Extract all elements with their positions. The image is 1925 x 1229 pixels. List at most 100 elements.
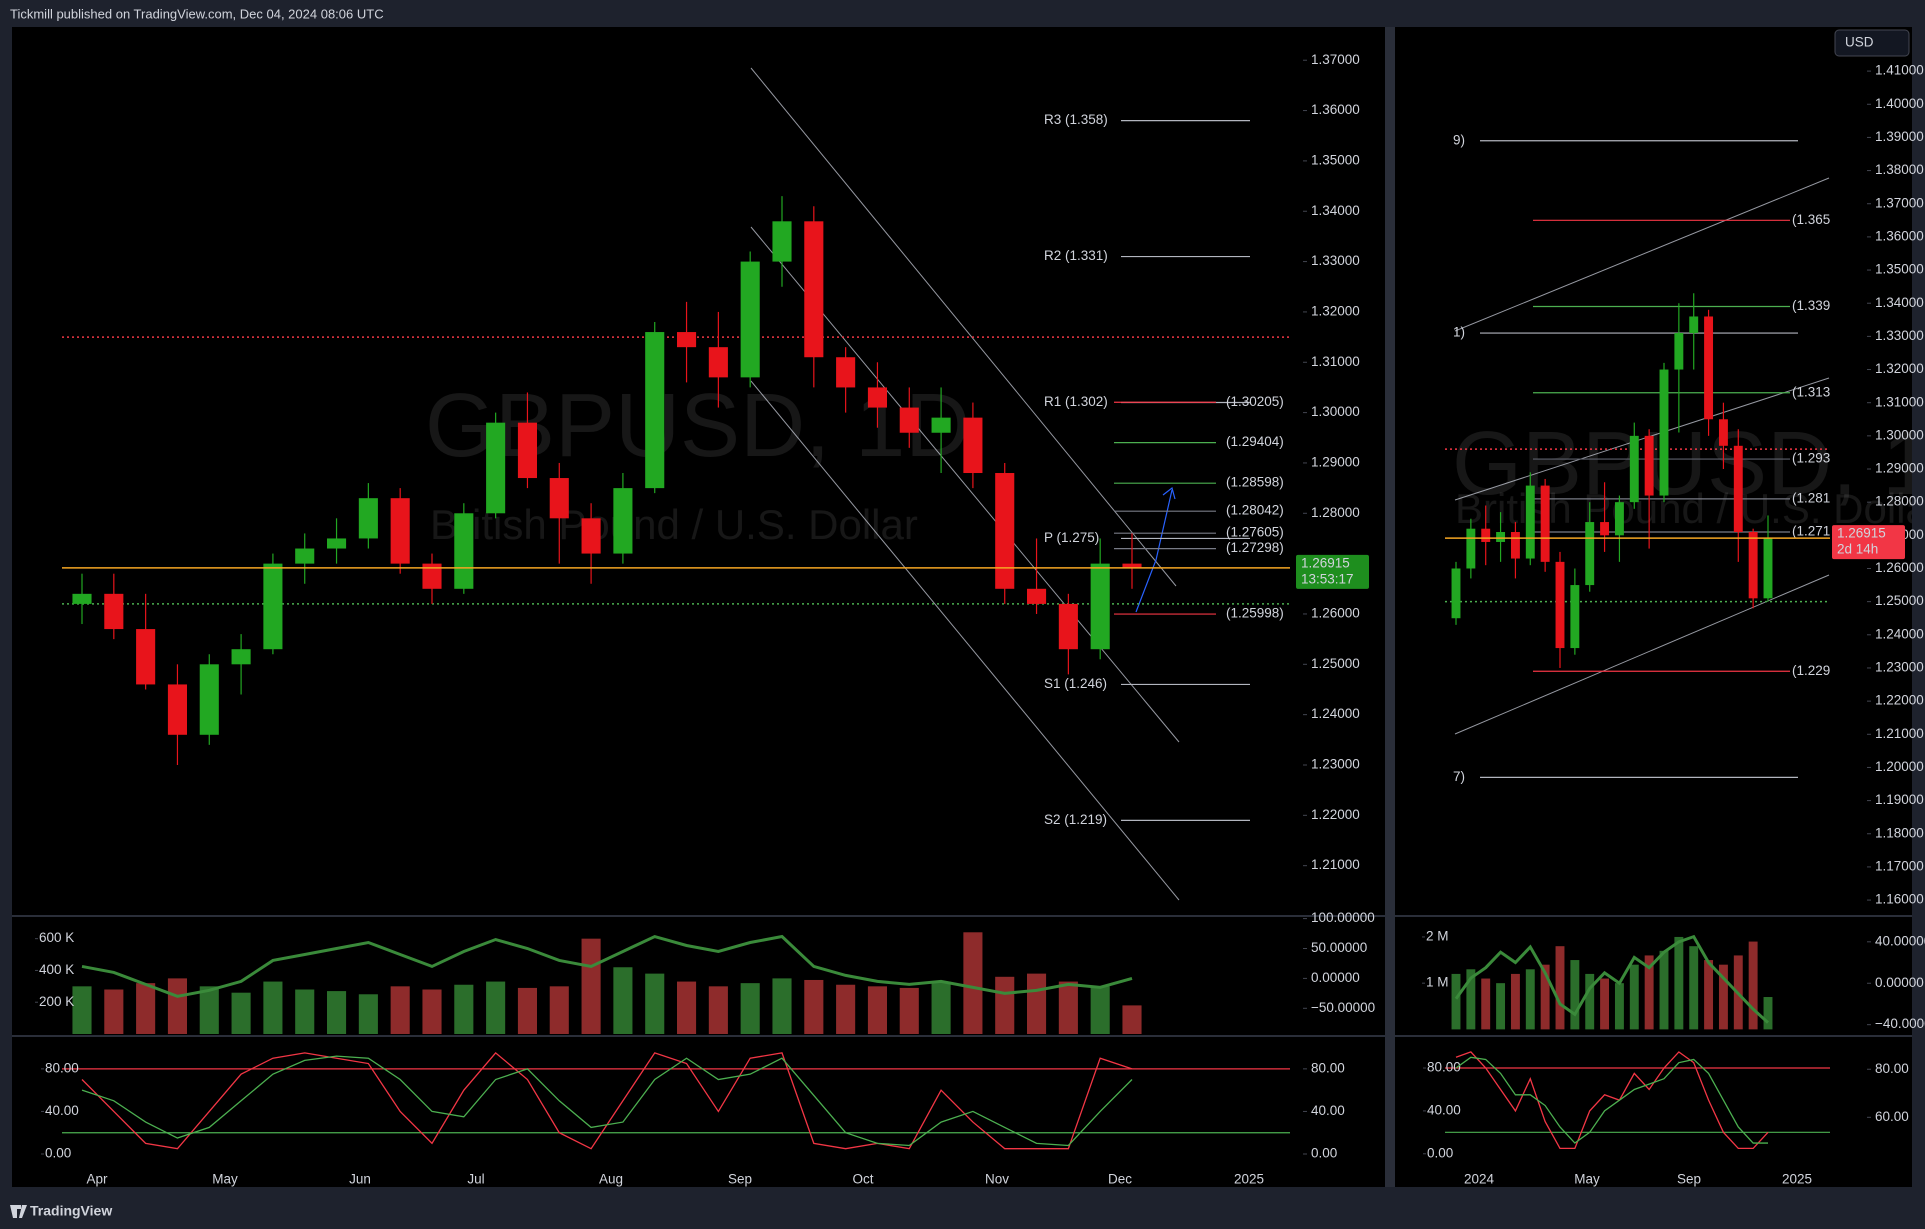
x-tick-label: Sep bbox=[1677, 1172, 1701, 1187]
volume-bar bbox=[1481, 978, 1491, 1030]
oscillator-tick-label: −40.00000 bbox=[1875, 1016, 1925, 1031]
volume-bar bbox=[199, 986, 219, 1034]
candle-body bbox=[1629, 435, 1639, 503]
candle-body bbox=[422, 563, 442, 589]
volume-tick-label: 1 M bbox=[1426, 975, 1449, 990]
x-tick-label: Sep bbox=[728, 1172, 752, 1187]
y-tick-label: 1.41000 bbox=[1875, 63, 1924, 78]
level-label: (1.27605) bbox=[1226, 525, 1284, 540]
candle-body bbox=[549, 478, 569, 519]
candle-body bbox=[740, 261, 760, 378]
volume-bar bbox=[1540, 964, 1550, 1030]
y-tick-label: 1.25000 bbox=[1875, 593, 1924, 608]
level-label: 9) bbox=[1453, 132, 1465, 147]
candle-body bbox=[517, 422, 537, 479]
volume-bar bbox=[454, 984, 474, 1034]
y-tick-label: 1.21000 bbox=[1311, 857, 1360, 872]
level-label: (1.365 bbox=[1792, 212, 1830, 227]
candle-body bbox=[1704, 316, 1714, 420]
volume-bar bbox=[1600, 978, 1610, 1030]
y-tick-label: 1.37000 bbox=[1875, 195, 1924, 210]
candle-body bbox=[867, 387, 887, 408]
oscillator-tick-label: 40.00000 bbox=[1875, 933, 1925, 948]
y-tick-label: 1.22000 bbox=[1311, 807, 1360, 822]
level-label: 1) bbox=[1453, 325, 1465, 340]
volume-bar bbox=[231, 992, 251, 1034]
volume-bar bbox=[167, 978, 187, 1034]
volume-bar bbox=[1451, 973, 1461, 1030]
price-countdown: 2d 14h bbox=[1837, 542, 1878, 557]
volume-bar bbox=[1748, 941, 1758, 1030]
candle-body bbox=[263, 563, 283, 650]
volume-bar bbox=[1659, 950, 1669, 1030]
candle-body bbox=[199, 664, 219, 735]
stoch-tick-label: 80.00 bbox=[1311, 1060, 1345, 1075]
volume-bar bbox=[1718, 964, 1728, 1030]
volume-tick-label: 2 M bbox=[1426, 929, 1449, 944]
y-tick-label: 1.37000 bbox=[1311, 52, 1360, 67]
channel-line bbox=[750, 67, 1177, 587]
stoch-tick-label: 80.00 bbox=[1427, 1060, 1461, 1075]
level-label: (1.27298) bbox=[1226, 540, 1284, 555]
y-tick-label: 1.33000 bbox=[1875, 328, 1924, 343]
level-label: (1.313 bbox=[1792, 384, 1830, 399]
x-tick-label: 2024 bbox=[1464, 1172, 1495, 1187]
candle-body bbox=[486, 422, 506, 514]
y-tick-label: 1.25000 bbox=[1311, 656, 1360, 671]
candle-body bbox=[72, 593, 92, 604]
volume-bar bbox=[899, 987, 919, 1034]
candle-body bbox=[995, 473, 1015, 589]
level-label: R3 (1.358) bbox=[1044, 112, 1108, 127]
candle-body bbox=[1733, 445, 1743, 533]
candle-body bbox=[358, 498, 378, 539]
volume-bar bbox=[804, 979, 824, 1034]
y-tick-label: 1.40000 bbox=[1875, 96, 1924, 111]
level-label: (1.229 bbox=[1792, 663, 1830, 678]
y-tick-label: 1.18000 bbox=[1875, 825, 1924, 840]
oscillator-tick-label: 0.00000 bbox=[1311, 970, 1360, 985]
volume-bar bbox=[1122, 1005, 1142, 1034]
volume-bar bbox=[836, 984, 856, 1034]
y-tick-label: 1.17000 bbox=[1875, 858, 1924, 873]
y-tick-label: 1.21000 bbox=[1875, 726, 1924, 741]
channel-line bbox=[1454, 377, 1830, 501]
volume-bar bbox=[995, 976, 1015, 1034]
volume-bar bbox=[358, 994, 378, 1034]
y-tick-label: 1.28000 bbox=[1875, 494, 1924, 509]
footer-logo-text: TradingView bbox=[30, 1203, 112, 1219]
candle-body bbox=[1600, 522, 1610, 536]
y-tick-label: 1.29000 bbox=[1875, 461, 1924, 476]
y-tick-label: 1.29000 bbox=[1311, 455, 1360, 470]
x-tick-label: Oct bbox=[852, 1172, 873, 1187]
x-tick-label: May bbox=[212, 1172, 238, 1187]
volume-tick-label: 600 K bbox=[39, 930, 74, 945]
stoch-tick-label: 60.00 bbox=[1875, 1109, 1909, 1124]
y-tick-label: 1.34000 bbox=[1311, 203, 1360, 218]
stoch-line bbox=[1455, 1051, 1769, 1150]
level-label: (1.28042) bbox=[1226, 503, 1284, 518]
volume-tick-label: 400 K bbox=[39, 962, 74, 977]
candle-body bbox=[1570, 585, 1580, 649]
candle-body bbox=[1510, 532, 1520, 559]
volume-bar bbox=[104, 989, 124, 1034]
candle-body bbox=[1090, 563, 1110, 650]
footer-logo bbox=[10, 1205, 27, 1218]
x-tick-label: Jul bbox=[467, 1172, 484, 1187]
currency-label[interactable]: USD bbox=[1845, 35, 1874, 50]
candle-body bbox=[1525, 485, 1535, 559]
candle-body bbox=[772, 221, 792, 262]
volume-bar bbox=[1629, 964, 1639, 1030]
oscillator-line bbox=[1454, 934, 1770, 1024]
candle-body bbox=[1689, 316, 1699, 334]
stoch-tick-label: 0.00 bbox=[1427, 1145, 1453, 1160]
candle-body bbox=[581, 518, 601, 554]
stoch-tick-label: 0.00 bbox=[1311, 1146, 1337, 1161]
y-tick-label: 1.32000 bbox=[1875, 361, 1924, 376]
currency-button[interactable] bbox=[1834, 29, 1910, 57]
price-pane: GBPUSD, 1WBritish Pound / U.S. Dollar9)(… bbox=[1445, 132, 1912, 784]
level-label: P (1.275) bbox=[1044, 530, 1099, 545]
level-label: (1.271 bbox=[1792, 524, 1830, 539]
candle-body bbox=[104, 593, 124, 630]
candle-body bbox=[899, 407, 919, 433]
